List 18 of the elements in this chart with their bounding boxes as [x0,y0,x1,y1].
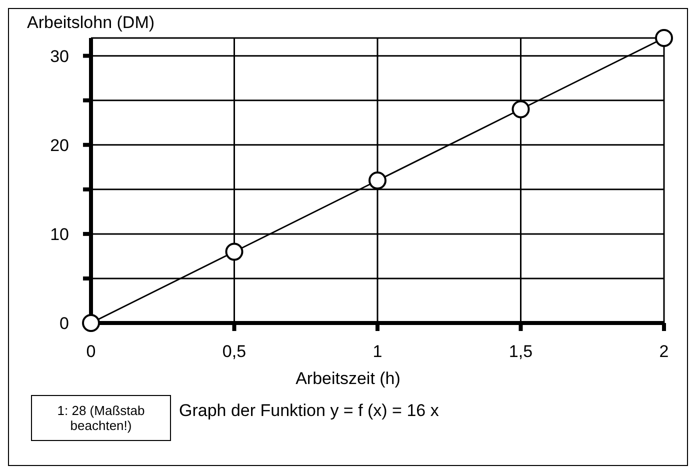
point [655,29,673,47]
point [368,172,386,190]
x-tick-label: 0 [86,342,96,362]
y-axis-title: Arbeitslohn (DM) [27,13,155,33]
x-tick-label: 0,5 [222,342,246,362]
x-tick-label: 2 [659,342,669,362]
x-axis-title: Arbeitszeit (h) [294,369,402,389]
y-tick-label: 20 [50,136,69,155]
point [82,314,100,332]
y-tick-label: 10 [50,224,69,244]
x-tick-label: 1 [372,342,382,362]
point [512,100,530,118]
y-tick-label: 0 [60,314,69,334]
point [225,242,244,261]
text: Graph der Funktion y = f (x) = 16 x [179,401,440,421]
text: 1: 28 (Maßstab beachten!) [31,395,171,441]
x-tick-label: 1,5 [508,342,533,362]
y-tick-label: 30 [50,46,69,66]
